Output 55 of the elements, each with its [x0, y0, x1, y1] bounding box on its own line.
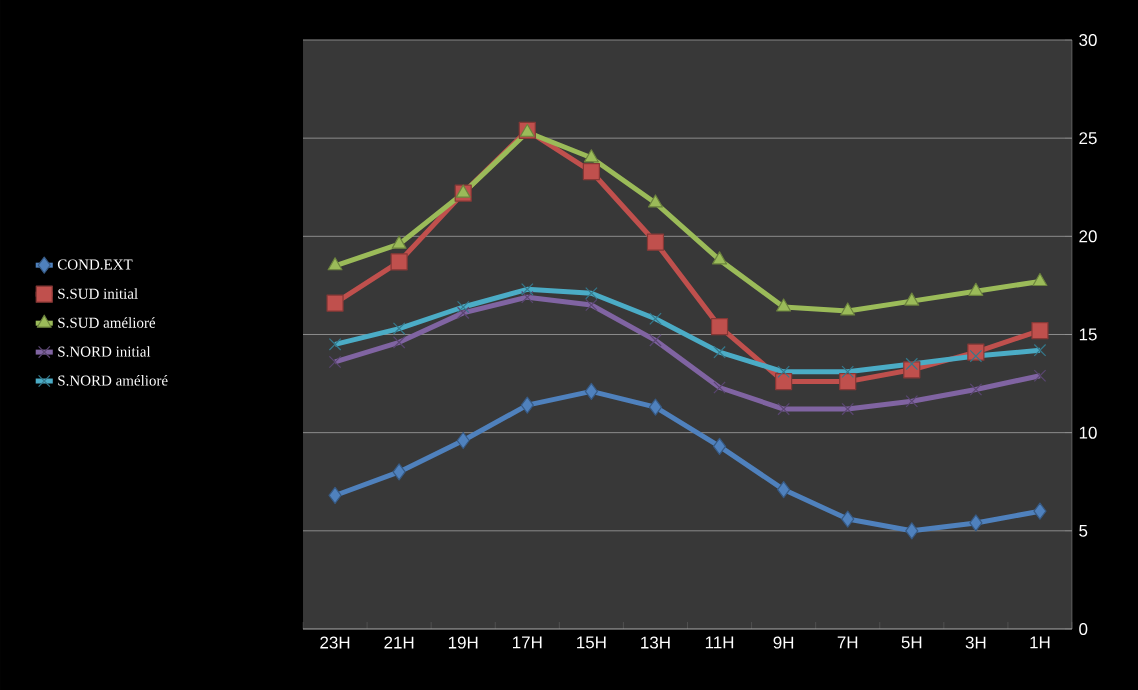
- point: [710, 318, 729, 336]
- x-tick-label: 15H: [577, 636, 606, 649]
- point: [1032, 272, 1048, 287]
- point: [840, 302, 856, 316]
- point: [582, 162, 600, 181]
- point: [583, 149, 599, 163]
- point: [584, 382, 598, 401]
- x-tick-label: 9H: [773, 636, 794, 649]
- x-tick-label: 23H: [320, 636, 350, 649]
- point: [904, 292, 920, 306]
- point: [646, 233, 665, 251]
- x-tick-label: 19H: [448, 636, 478, 649]
- point: [326, 294, 344, 312]
- legend-label: S.NORD amélioré: [58, 375, 168, 386]
- y-tick-label: 20: [1079, 230, 1097, 243]
- point: [777, 480, 791, 499]
- point: [648, 398, 663, 416]
- point: [1031, 321, 1049, 340]
- legend-label: S.SUD amélioré: [58, 317, 156, 328]
- point: [775, 373, 793, 391]
- y-tick-label: 25: [1079, 132, 1097, 145]
- y-tick-label: 15: [1079, 328, 1097, 341]
- x-tick-label: 21H: [384, 636, 414, 649]
- point: [1033, 502, 1047, 520]
- point: [455, 184, 471, 198]
- legend-label: S.NORD initial: [58, 346, 151, 357]
- x-tick-label: 5H: [901, 636, 922, 649]
- y-tick-label: 30: [1079, 33, 1097, 47]
- point: [712, 251, 728, 265]
- point: [647, 194, 663, 208]
- point: [520, 396, 534, 414]
- point: [968, 282, 984, 296]
- point: [776, 298, 792, 312]
- legend-label: S.SUD initial: [58, 288, 138, 299]
- point: [391, 235, 407, 249]
- legend-label: COND.EXT: [57, 259, 133, 270]
- x-tick-label: 7H: [837, 636, 858, 649]
- point: [327, 257, 343, 271]
- point: [969, 514, 983, 532]
- y-tick-label: 5: [1079, 524, 1088, 537]
- x-tick-label: 1H: [1030, 636, 1050, 649]
- point: [905, 522, 919, 540]
- x-tick-label: 13H: [641, 636, 670, 649]
- point: [456, 431, 470, 450]
- point: [712, 437, 727, 455]
- point: [841, 510, 855, 528]
- point: [390, 253, 408, 271]
- x-tick-label: 3H: [965, 636, 986, 649]
- y-tick-label: 0: [1079, 622, 1088, 636]
- point: [328, 486, 342, 505]
- x-tick-label: 11H: [705, 636, 734, 649]
- y-tick-label: 10: [1079, 426, 1097, 439]
- x-tick-label: 17H: [513, 636, 542, 649]
- point: [839, 373, 857, 391]
- point: [392, 463, 406, 481]
